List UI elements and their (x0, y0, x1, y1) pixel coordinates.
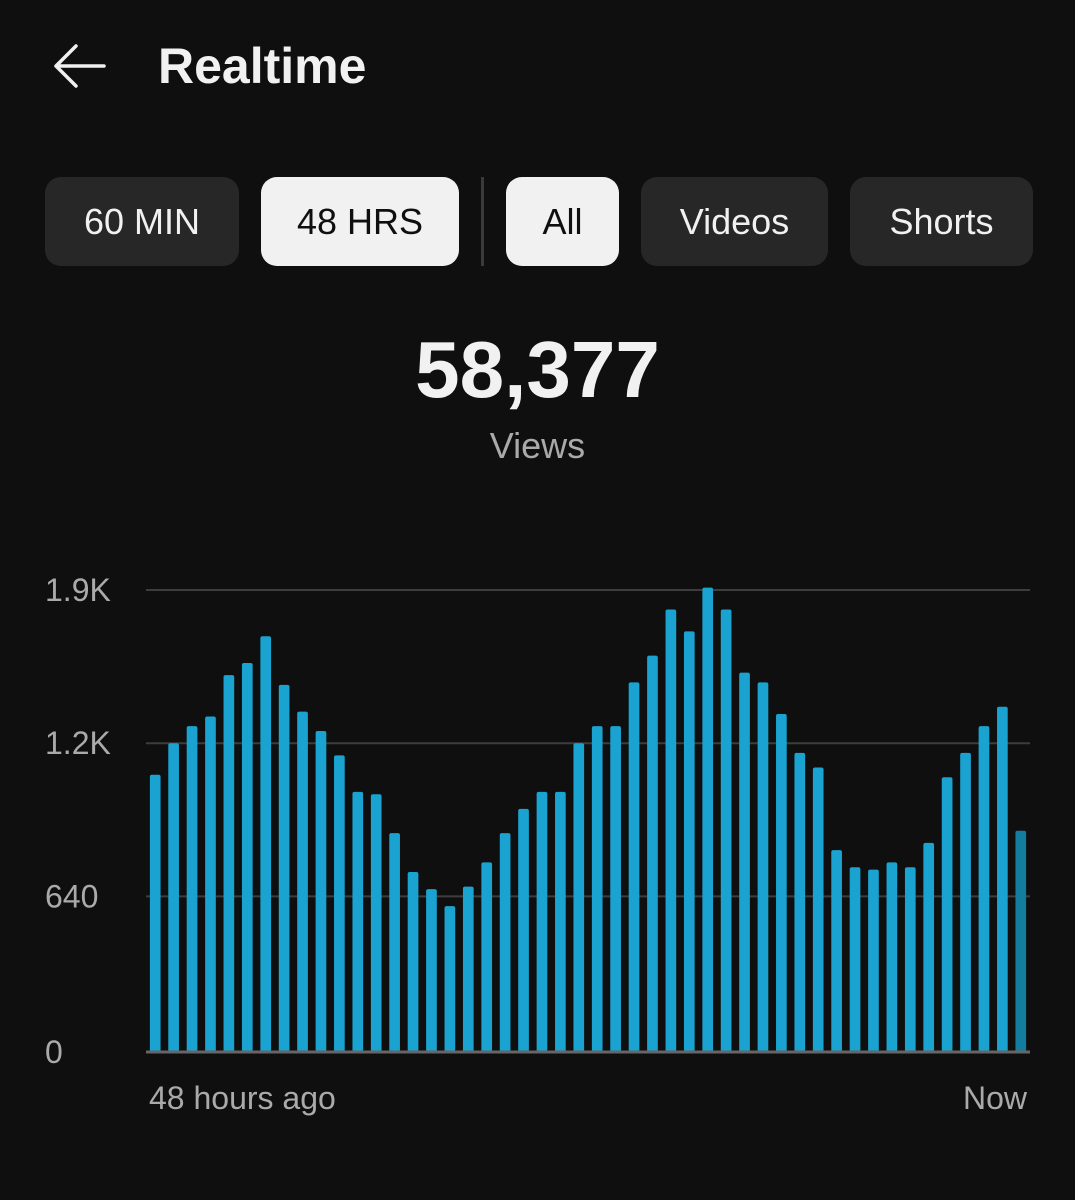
chart-bar[interactable] (573, 743, 585, 1052)
chart-bar[interactable] (149, 774, 161, 1052)
chart-bar[interactable] (904, 867, 916, 1052)
x-axis-end-label: Now (962, 1080, 1027, 1116)
chart-bar[interactable] (315, 731, 327, 1052)
chart-bar[interactable] (739, 672, 750, 1052)
chart-bar[interactable] (720, 609, 732, 1052)
x-axis-start-label: 48 hours ago (149, 1080, 336, 1116)
chart-bar[interactable] (223, 675, 235, 1052)
chart-bar[interactable] (960, 752, 971, 1052)
chart-bar[interactable] (794, 752, 806, 1052)
views-label: Views (489, 425, 586, 466)
back-button[interactable] (50, 36, 110, 96)
chart-bar[interactable] (297, 711, 308, 1052)
chart-bar[interactable] (334, 755, 345, 1052)
chart-bar[interactable] (868, 869, 879, 1052)
chart-bar[interactable] (518, 808, 529, 1052)
chart-bar[interactable] (370, 794, 382, 1052)
y-tick-label: 640 (45, 878, 98, 914)
views-bar-chart: 0 640 1.2K 1.9K (45, 572, 1030, 1070)
chart-bar[interactable] (702, 587, 714, 1052)
chart-bar[interactable] (444, 906, 456, 1052)
chip-all[interactable]: All (506, 177, 619, 266)
chart-bar[interactable] (665, 609, 677, 1052)
chart-bar[interactable] (1015, 830, 1027, 1052)
chart-bar[interactable] (812, 767, 824, 1052)
chart-bar[interactable] (886, 862, 898, 1052)
chart-bar[interactable] (205, 716, 216, 1052)
chart-bar[interactable] (481, 862, 493, 1052)
chart-bar[interactable] (241, 662, 253, 1052)
chart-bar[interactable] (555, 791, 566, 1052)
chart-bar[interactable] (260, 636, 272, 1052)
chart-bar[interactable] (536, 791, 548, 1052)
chip-videos[interactable]: Videos (641, 177, 828, 266)
chart-bar[interactable] (628, 682, 640, 1052)
chart-bar[interactable] (757, 682, 769, 1052)
chart-bar[interactable] (499, 833, 511, 1052)
chart-bar[interactable] (352, 791, 364, 1052)
chart-bar[interactable] (610, 726, 621, 1052)
arrow-left-icon (54, 44, 106, 88)
views-count: 58,377 (415, 325, 660, 414)
y-tick-label: 1.9K (45, 572, 111, 608)
chart-bar[interactable] (683, 631, 695, 1052)
chip-48-hrs[interactable]: 48 HRS (261, 177, 459, 266)
chart-bar[interactable] (186, 726, 198, 1052)
chart-bar[interactable] (647, 655, 658, 1052)
chart-bar[interactable] (462, 886, 474, 1052)
chart-bar[interactable] (591, 726, 603, 1052)
chart-bar[interactable] (168, 743, 179, 1052)
chart-bar[interactable] (831, 850, 842, 1052)
y-tick-label: 1.2K (45, 725, 111, 761)
chart-bar[interactable] (923, 842, 935, 1052)
chart-bar[interactable] (278, 684, 290, 1052)
page-title: Realtime (158, 38, 367, 94)
chart-bar[interactable] (997, 706, 1008, 1052)
chart-bar[interactable] (776, 714, 787, 1052)
y-tick-label: 0 (45, 1034, 63, 1070)
chart-bar[interactable] (389, 833, 400, 1052)
chip-60-min[interactable]: 60 MIN (45, 177, 239, 266)
chart-bar[interactable] (849, 867, 861, 1052)
chip-divider (481, 177, 484, 266)
chart-bar[interactable] (426, 889, 437, 1052)
chart-bar[interactable] (941, 777, 953, 1052)
chip-shorts[interactable]: Shorts (850, 177, 1033, 266)
chart-bar[interactable] (978, 726, 990, 1052)
chart-bar[interactable] (407, 872, 419, 1052)
